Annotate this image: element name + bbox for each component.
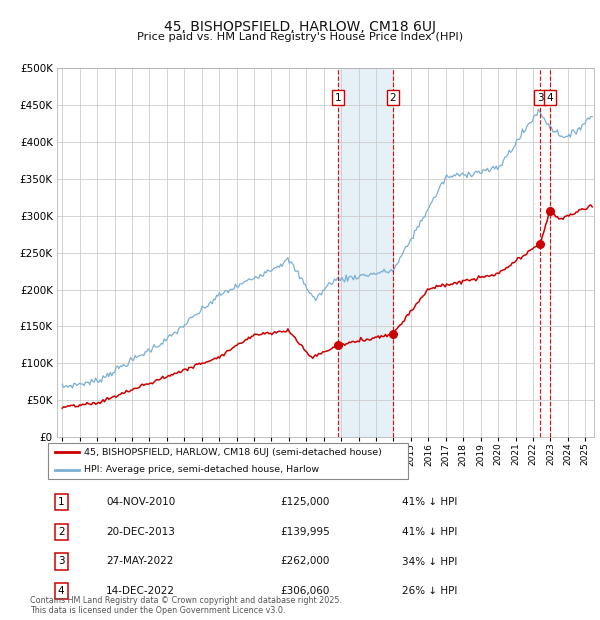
Text: £139,995: £139,995: [280, 527, 330, 537]
Text: £125,000: £125,000: [280, 497, 329, 507]
Text: 3: 3: [58, 557, 65, 567]
Text: HPI: Average price, semi-detached house, Harlow: HPI: Average price, semi-detached house,…: [84, 465, 319, 474]
Text: 45, BISHOPSFIELD, HARLOW, CM18 6UJ (semi-detached house): 45, BISHOPSFIELD, HARLOW, CM18 6UJ (semi…: [84, 448, 382, 457]
Text: 1: 1: [58, 497, 65, 507]
Text: 45, BISHOPSFIELD, HARLOW, CM18 6UJ: 45, BISHOPSFIELD, HARLOW, CM18 6UJ: [164, 20, 436, 34]
Text: 4: 4: [58, 587, 65, 596]
Text: 41% ↓ HPI: 41% ↓ HPI: [402, 527, 457, 537]
Text: 1: 1: [335, 93, 342, 103]
Text: 14-DEC-2022: 14-DEC-2022: [106, 587, 175, 596]
Text: 04-NOV-2010: 04-NOV-2010: [106, 497, 175, 507]
Text: 20-DEC-2013: 20-DEC-2013: [106, 527, 175, 537]
Text: £306,060: £306,060: [280, 587, 329, 596]
Text: 3: 3: [537, 93, 544, 103]
Text: 4: 4: [547, 93, 553, 103]
Text: 34% ↓ HPI: 34% ↓ HPI: [402, 557, 457, 567]
Text: 41% ↓ HPI: 41% ↓ HPI: [402, 497, 457, 507]
Text: 2: 2: [389, 93, 396, 103]
Text: 2: 2: [58, 527, 65, 537]
Text: 26% ↓ HPI: 26% ↓ HPI: [402, 587, 457, 596]
Text: 27-MAY-2022: 27-MAY-2022: [106, 557, 173, 567]
Text: £262,000: £262,000: [280, 557, 329, 567]
FancyBboxPatch shape: [48, 443, 408, 479]
Bar: [338, 68, 393, 437]
Text: Price paid vs. HM Land Registry's House Price Index (HPI): Price paid vs. HM Land Registry's House …: [137, 32, 463, 42]
Text: Contains HM Land Registry data © Crown copyright and database right 2025.
This d: Contains HM Land Registry data © Crown c…: [30, 596, 342, 615]
